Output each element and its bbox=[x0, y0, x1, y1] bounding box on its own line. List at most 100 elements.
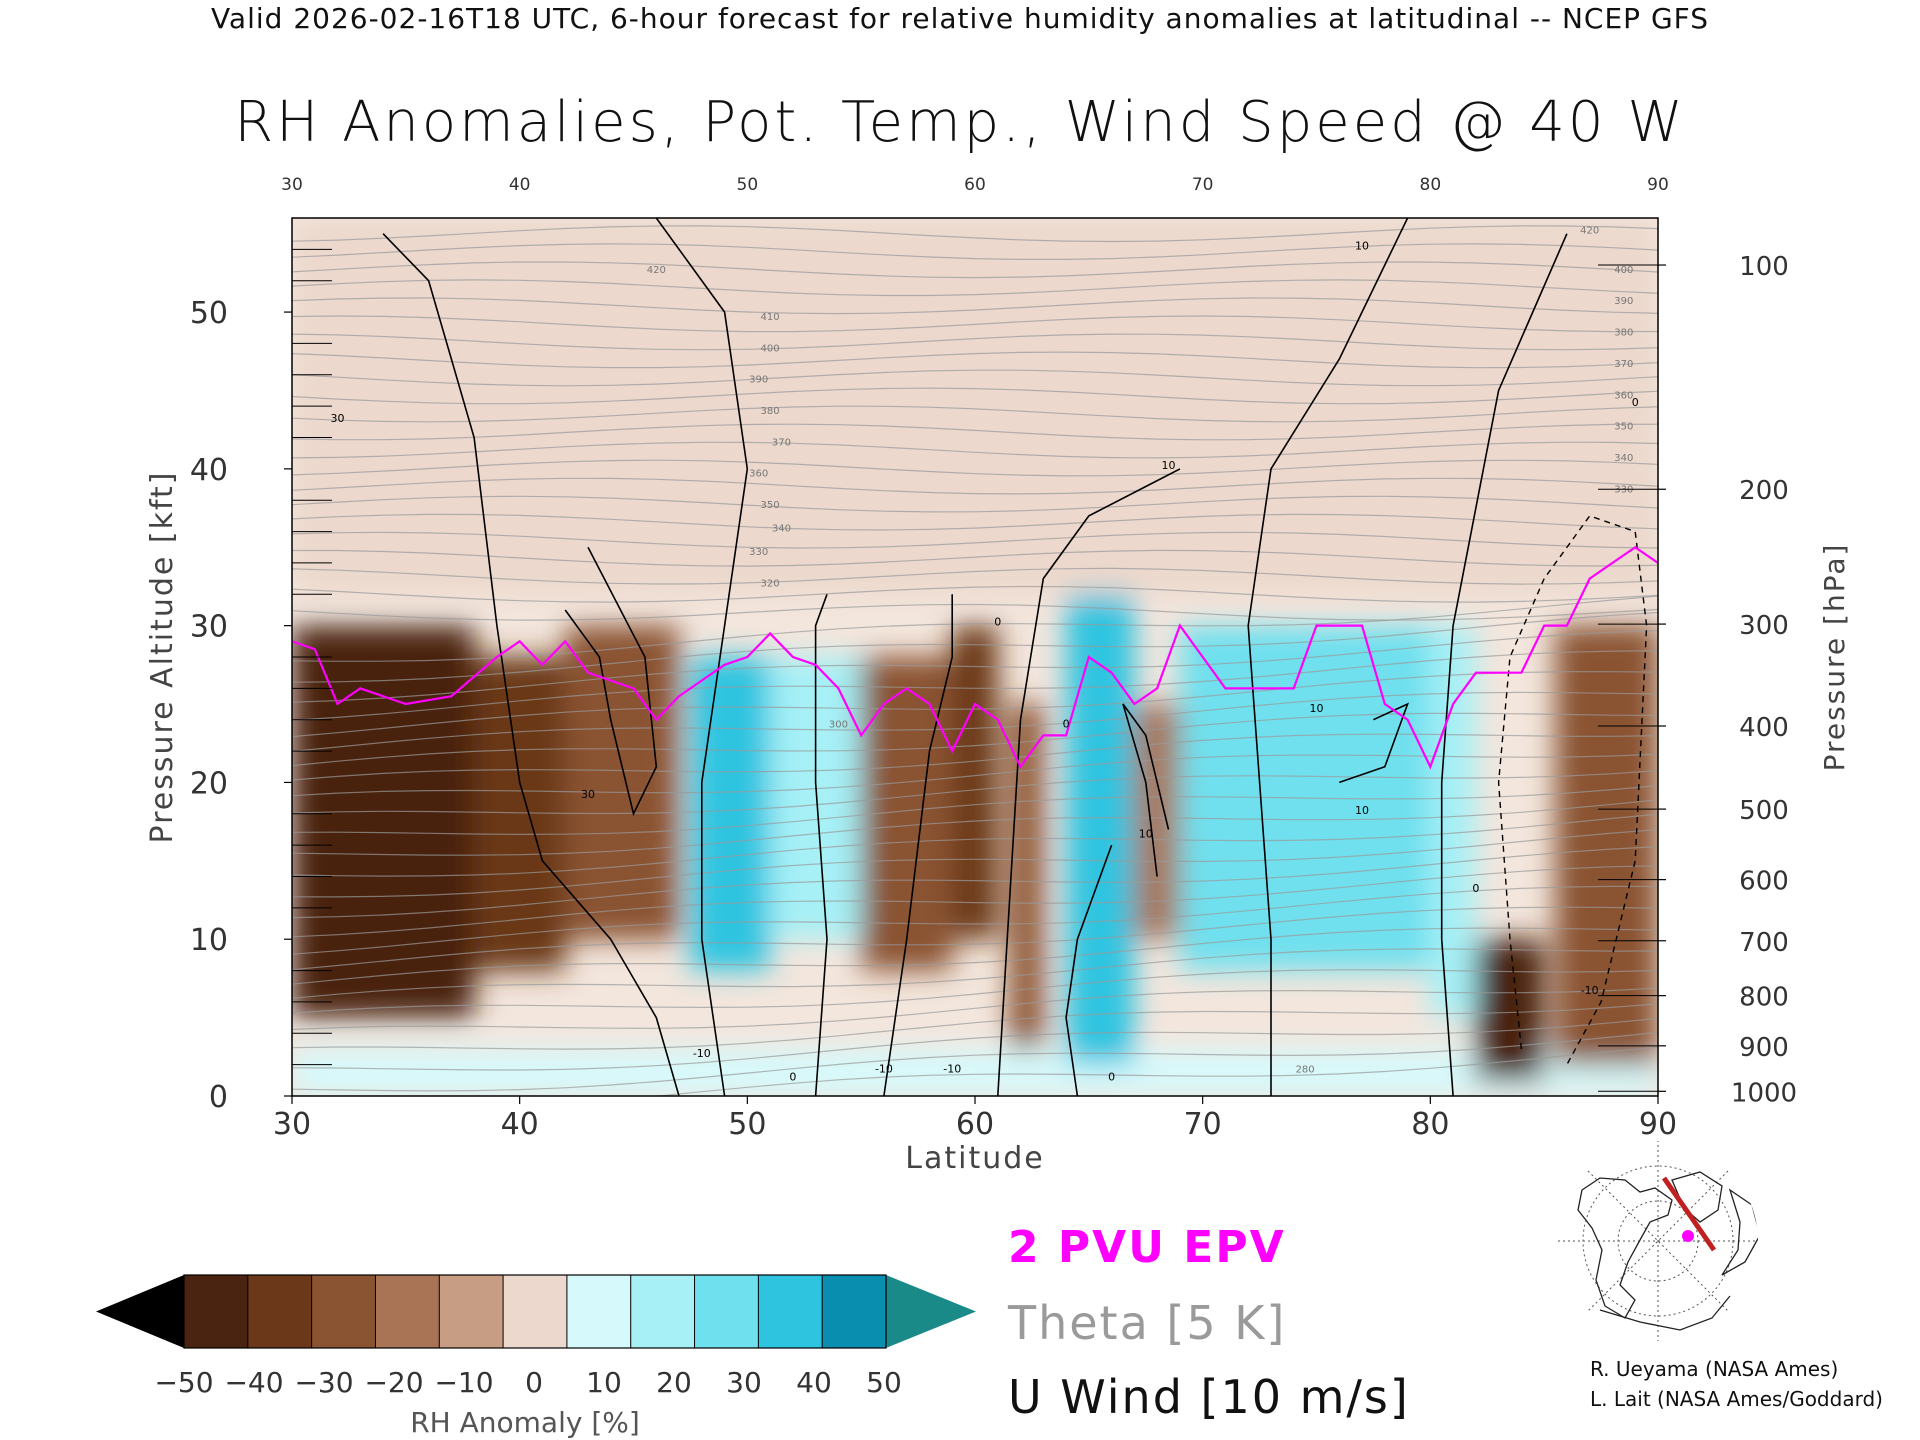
colorbar-frame bbox=[183, 1274, 887, 1349]
epv-2pvu-line bbox=[292, 545, 1658, 770]
colorbar-tick-label: 30 bbox=[726, 1366, 762, 1399]
wind-contour-label: -10 bbox=[1581, 984, 1599, 997]
theta-contour-label: 330 bbox=[1614, 484, 1633, 495]
wind-contour-label: 0 bbox=[1632, 396, 1639, 409]
pressure-tick-label: 100 bbox=[1739, 252, 1789, 282]
colorbar-tick-label: −50 bbox=[154, 1366, 213, 1399]
theta-contour bbox=[292, 630, 1658, 703]
theta-contour bbox=[292, 297, 1658, 315]
theta-contour bbox=[292, 459, 1658, 477]
theta-contour bbox=[292, 495, 1658, 513]
theta-contour bbox=[292, 315, 1658, 333]
theta-contour bbox=[292, 351, 1658, 369]
theta-contour bbox=[292, 785, 1658, 836]
y-tick-label: 10 bbox=[190, 923, 228, 958]
wind-contour bbox=[1122, 703, 1170, 877]
wind-contour bbox=[997, 468, 1181, 1096]
colorbar-title: RH Anomaly [%] bbox=[410, 1406, 640, 1439]
chart-title: RH Anomalies, Pot. Temp., Wind Speed @ 4… bbox=[234, 90, 1686, 155]
credit-line-1: R. Ueyama (NASA Ames) bbox=[1590, 1357, 1839, 1381]
y-tick-label: 0 bbox=[209, 1080, 228, 1115]
colorbar-segment bbox=[184, 1275, 249, 1348]
y-tick-label: 30 bbox=[190, 610, 228, 645]
rh-region bbox=[690, 657, 771, 971]
top-x-tick-label: 80 bbox=[1420, 175, 1442, 195]
wind-contour bbox=[382, 233, 680, 1096]
legend-epv: 2 PVU EPV bbox=[1008, 1222, 1286, 1273]
theta-contour bbox=[292, 549, 1658, 567]
rh-region bbox=[292, 218, 1658, 595]
theta-contour-label: 330 bbox=[749, 547, 768, 558]
pressure-tick-label: 700 bbox=[1739, 928, 1789, 958]
theta-contour bbox=[292, 813, 1658, 877]
wind-contour bbox=[883, 594, 953, 1096]
rh-region bbox=[1430, 625, 1476, 1018]
colorbar-over-arrow bbox=[886, 1275, 976, 1348]
wind-contour-label: 10 bbox=[1162, 459, 1176, 472]
wind-contours bbox=[382, 218, 1648, 1096]
theta-contour bbox=[292, 770, 1658, 815]
pressure-tick-label: 400 bbox=[1739, 713, 1789, 743]
pressure-tick-label: 600 bbox=[1739, 867, 1789, 897]
theta-contour-label: 320 bbox=[761, 578, 780, 589]
rh-region bbox=[1555, 625, 1658, 1065]
pressure-tick-label: 900 bbox=[1739, 1033, 1789, 1063]
pressure-tick-label: 300 bbox=[1739, 611, 1789, 641]
y-axis-title-right: Pressure [hPa] bbox=[1818, 543, 1851, 772]
colorbar-segment bbox=[758, 1275, 823, 1348]
theta-contour-label: 370 bbox=[1614, 359, 1633, 370]
location-marker bbox=[1682, 1230, 1694, 1242]
wind-contour bbox=[1339, 702, 1410, 784]
wind-contour-label: 0 bbox=[1472, 882, 1479, 895]
credit-line-2: L. Lait (NASA Ames/Goddard) bbox=[1590, 1387, 1883, 1411]
theta-contours bbox=[292, 225, 1658, 1096]
theta-contour bbox=[292, 513, 1658, 531]
wind-contour-label: 10 bbox=[1355, 239, 1369, 252]
theta-contour bbox=[292, 585, 1658, 603]
inset-map bbox=[1558, 1141, 1758, 1341]
top-x-tick-label: 70 bbox=[1192, 175, 1214, 195]
cross-section-track bbox=[1661, 1176, 1717, 1252]
theta-contour bbox=[292, 225, 1658, 243]
theta-contour bbox=[292, 753, 1658, 797]
colorbar-segment bbox=[247, 1275, 313, 1348]
rh-region bbox=[1066, 594, 1135, 1065]
theta-contour-label: 340 bbox=[772, 524, 791, 535]
theta-contour bbox=[292, 595, 1658, 662]
colorbar-tick-label: 0 bbox=[525, 1366, 543, 1399]
wind-contour-label: 0 bbox=[789, 1070, 796, 1083]
legend-wind: U Wind [10 m/s] bbox=[1008, 1370, 1410, 1424]
theta-contour bbox=[292, 1017, 1658, 1071]
theta-contour bbox=[292, 987, 1658, 1031]
y-tick-label: 20 bbox=[190, 766, 228, 801]
theta-contour bbox=[292, 650, 1658, 721]
colorbar-segment bbox=[311, 1275, 376, 1348]
theta-contour bbox=[292, 441, 1658, 459]
theta-contour bbox=[292, 261, 1658, 279]
theta-contour bbox=[292, 387, 1658, 405]
wind-contour-label: 0 bbox=[1108, 1070, 1115, 1083]
theta-contour-label: 300 bbox=[829, 720, 848, 731]
wind-contour-label: 10 bbox=[1355, 804, 1369, 817]
wind-contour-label: -10 bbox=[693, 1047, 711, 1060]
theta-contour bbox=[292, 1031, 1658, 1092]
pressure-tick-label: 200 bbox=[1739, 476, 1789, 506]
theta-contour bbox=[292, 691, 1658, 752]
rh-region bbox=[1009, 704, 1044, 1049]
theta-contour bbox=[292, 829, 1658, 898]
top-x-tick-label: 50 bbox=[737, 175, 759, 195]
legend-theta: Theta [5 K] bbox=[1008, 1296, 1287, 1350]
colorbar-segment bbox=[503, 1275, 568, 1348]
theta-contour-label: 420 bbox=[1580, 226, 1599, 237]
rh-region bbox=[565, 625, 680, 940]
wind-contour-label: 0 bbox=[994, 616, 1001, 629]
wind-contour-label: 30 bbox=[331, 412, 345, 425]
x-tick-label: 70 bbox=[1184, 1107, 1222, 1142]
rh-region bbox=[1134, 704, 1180, 940]
wind-contour bbox=[655, 218, 749, 1096]
rh-colorbar: −50 −40 −30 −20 −10 0 10 20 30 40 50 bbox=[96, 1274, 976, 1399]
theta-contour bbox=[292, 279, 1658, 297]
x-tick-label: 90 bbox=[1639, 1107, 1677, 1142]
x-axis-title: Latitude bbox=[905, 1141, 1044, 1176]
